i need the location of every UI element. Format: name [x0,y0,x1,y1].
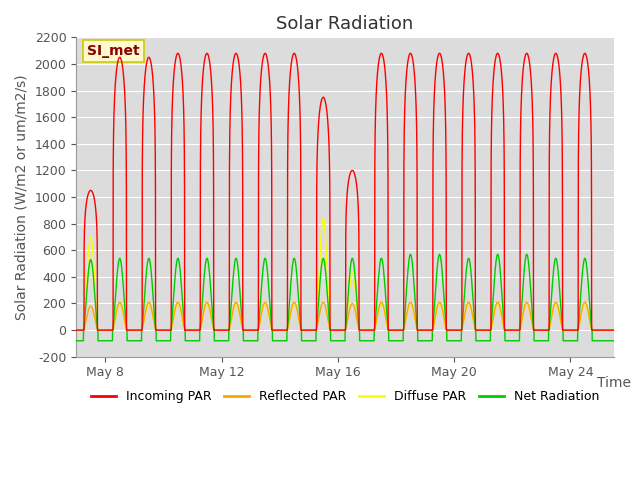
X-axis label: Time: Time [597,376,631,390]
Text: SI_met: SI_met [87,44,140,58]
Y-axis label: Solar Radiation (W/m2 or um/m2/s): Solar Radiation (W/m2 or um/m2/s) [15,74,29,320]
Legend: Incoming PAR, Reflected PAR, Diffuse PAR, Net Radiation: Incoming PAR, Reflected PAR, Diffuse PAR… [86,385,604,408]
Title: Solar Radiation: Solar Radiation [276,15,413,33]
